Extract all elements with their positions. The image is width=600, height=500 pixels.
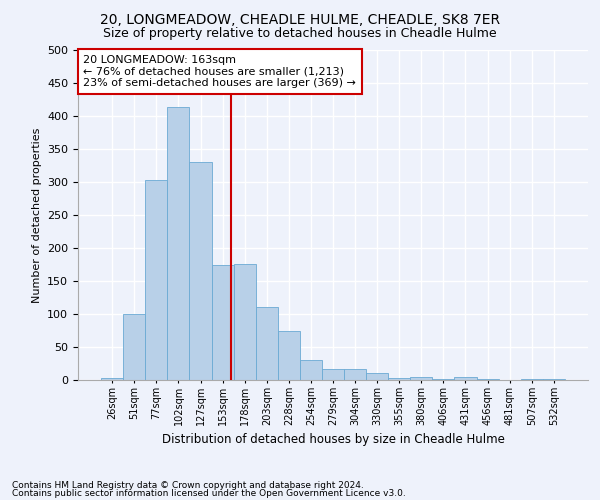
Bar bbox=[521, 378, 543, 380]
Y-axis label: Number of detached properties: Number of detached properties bbox=[32, 128, 41, 302]
Bar bbox=[233, 264, 256, 380]
Bar bbox=[366, 374, 388, 380]
Bar bbox=[190, 162, 212, 380]
Bar bbox=[212, 264, 233, 380]
Bar bbox=[410, 378, 433, 380]
X-axis label: Distribution of detached houses by size in Cheadle Hulme: Distribution of detached houses by size … bbox=[161, 434, 505, 446]
Text: Contains public sector information licensed under the Open Government Licence v3: Contains public sector information licen… bbox=[12, 489, 406, 498]
Bar bbox=[145, 180, 167, 380]
Bar bbox=[300, 360, 322, 380]
Text: Size of property relative to detached houses in Cheadle Hulme: Size of property relative to detached ho… bbox=[103, 28, 497, 40]
Bar bbox=[123, 314, 145, 380]
Bar bbox=[388, 378, 410, 380]
Text: 20, LONGMEADOW, CHEADLE HULME, CHEADLE, SK8 7ER: 20, LONGMEADOW, CHEADLE HULME, CHEADLE, … bbox=[100, 12, 500, 26]
Bar bbox=[101, 378, 123, 380]
Text: Contains HM Land Registry data © Crown copyright and database right 2024.: Contains HM Land Registry data © Crown c… bbox=[12, 480, 364, 490]
Bar bbox=[256, 308, 278, 380]
Bar bbox=[278, 330, 300, 380]
Bar bbox=[322, 370, 344, 380]
Bar bbox=[167, 108, 190, 380]
Text: 20 LONGMEADOW: 163sqm
← 76% of detached houses are smaller (1,213)
23% of semi-d: 20 LONGMEADOW: 163sqm ← 76% of detached … bbox=[83, 55, 356, 88]
Bar bbox=[454, 376, 476, 380]
Bar bbox=[344, 370, 366, 380]
